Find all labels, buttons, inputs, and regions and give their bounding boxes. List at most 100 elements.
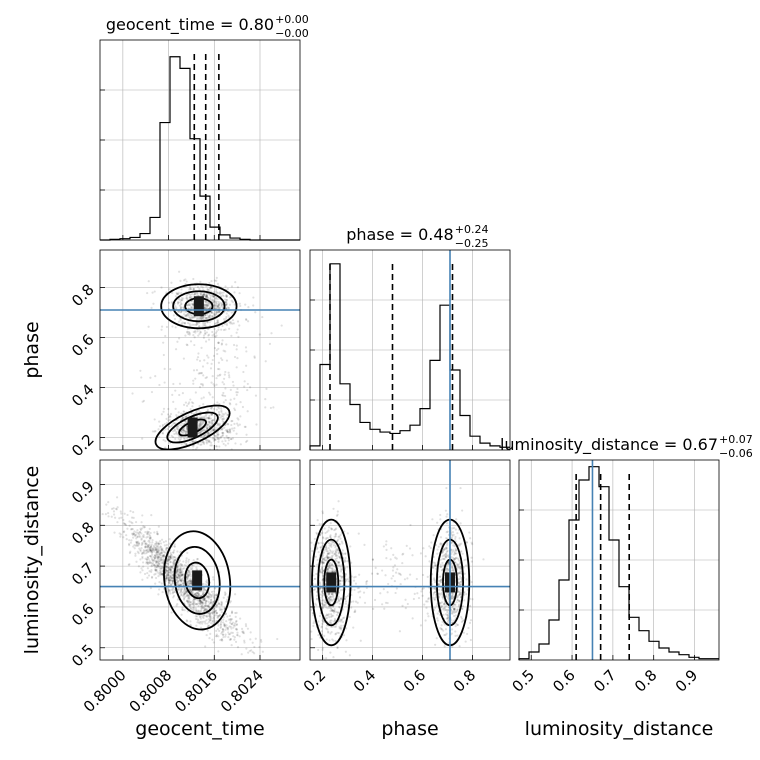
sample-point (180, 297, 183, 300)
sample-point (183, 567, 186, 570)
sample-point (110, 507, 114, 511)
sample-point (445, 632, 448, 635)
sample-point (192, 330, 195, 334)
sample-point (434, 562, 437, 565)
sample-point (212, 299, 215, 302)
sample-point (160, 548, 164, 551)
sample-point (185, 559, 188, 562)
sample-point (179, 583, 183, 587)
sample-point (160, 567, 163, 570)
sample-point (345, 578, 348, 581)
sample-point (214, 304, 217, 307)
sample-point (158, 549, 161, 552)
sample-point (222, 432, 225, 435)
sample-point (204, 602, 207, 605)
sample-point (307, 578, 309, 580)
sample-point (381, 603, 384, 606)
sample-point (208, 302, 211, 305)
sample-point (209, 315, 212, 318)
sample-point (211, 429, 214, 432)
sample-point (169, 415, 172, 418)
sample-point (404, 606, 407, 610)
sample-point (141, 555, 144, 559)
sample-point (211, 315, 214, 318)
sample-point (328, 566, 331, 569)
sample-point (453, 568, 456, 571)
sample-point (209, 632, 212, 635)
sample-point (200, 416, 204, 419)
sample-point (216, 437, 219, 440)
sample-point (332, 620, 335, 623)
sample-point (179, 568, 182, 571)
sample-point (337, 561, 341, 564)
sample-point (177, 292, 180, 296)
sample-point (222, 291, 225, 294)
sample-point (148, 546, 151, 549)
sample-point (193, 316, 196, 319)
sample-point (137, 532, 140, 536)
sample-point (447, 594, 450, 597)
sample-point (177, 572, 180, 576)
sample-point (158, 542, 161, 545)
sample-point (220, 608, 223, 611)
sample-point (199, 423, 202, 427)
sample-point (457, 572, 460, 575)
sample-point (233, 397, 236, 400)
sample-point (232, 310, 235, 313)
sample-point (185, 313, 188, 317)
sample-point (315, 548, 319, 551)
sample-point (153, 546, 156, 549)
sample-point (235, 331, 238, 334)
sample-point (183, 592, 186, 595)
sample-point (178, 579, 182, 582)
sample-point (193, 598, 196, 601)
sample-point (181, 431, 185, 435)
sample-point (165, 546, 168, 549)
sample-point (345, 639, 348, 642)
sample-point (150, 557, 153, 560)
sample-point (174, 348, 178, 351)
y-tick-label-phase: 0.2 (68, 430, 98, 460)
sample-point (324, 537, 328, 541)
sample-point (433, 564, 436, 567)
histogram-panel-phase: phase = 0.48 +0.24−0.25 (309, 223, 511, 451)
sample-point (228, 321, 231, 324)
sample-point (215, 304, 218, 307)
sample-point (450, 555, 453, 558)
sample-point (337, 599, 340, 603)
sample-point (322, 605, 325, 608)
sample-point (176, 566, 179, 569)
sample-point (341, 617, 345, 620)
sample-point (451, 569, 454, 572)
sample-point (379, 592, 382, 595)
sample-point (146, 562, 150, 566)
sample-point (192, 440, 195, 443)
sample-point (218, 307, 221, 310)
sample-point (205, 292, 208, 295)
sample-point (216, 431, 219, 434)
sample-point (311, 549, 314, 553)
sample-point (232, 343, 236, 347)
sample-point (201, 429, 204, 433)
sample-point (336, 564, 339, 567)
sample-point (320, 567, 324, 570)
sample-point (218, 306, 222, 309)
sample-point (458, 543, 461, 546)
sample-point (352, 579, 356, 582)
sample-point (155, 542, 158, 545)
sample-point (170, 281, 173, 284)
sample-point (247, 305, 250, 309)
sample-point (211, 419, 214, 422)
histogram-title-geocent_time: geocent_time = 0.80 (106, 15, 274, 35)
sample-point (221, 394, 224, 397)
sample-point (350, 606, 353, 609)
sample-point (442, 613, 445, 616)
sample-point (206, 578, 209, 582)
sample-point (141, 527, 144, 530)
sample-point (203, 359, 206, 362)
sample-point (230, 611, 234, 614)
sample-point (329, 564, 332, 567)
sample-point (462, 631, 465, 634)
sample-point (230, 334, 233, 337)
sample-point (222, 391, 225, 395)
